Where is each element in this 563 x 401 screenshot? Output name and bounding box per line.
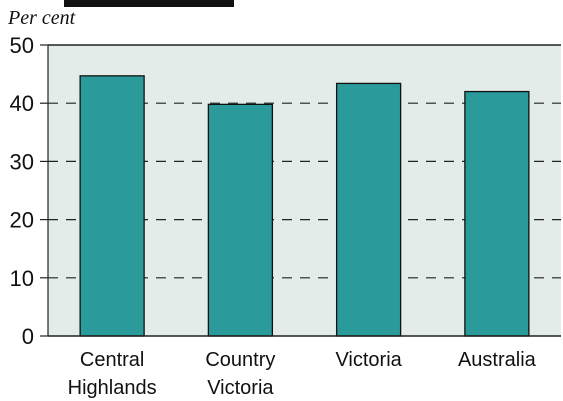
y-tick-label: 30 xyxy=(10,149,34,174)
bar-1 xyxy=(207,103,274,337)
x-axis-labels: Central Highlands Country Victoria Victoria A… xyxy=(68,349,537,399)
x-category-label: Victoria xyxy=(335,349,402,371)
bar-3 xyxy=(464,90,530,337)
y-tick-label: 10 xyxy=(10,266,34,291)
x-category-label: Country Victoria xyxy=(205,349,275,399)
gridlines xyxy=(48,44,561,279)
y-tick-label: 50 xyxy=(10,33,34,58)
y-axis-ticks: 0 10 20 30 40 50 xyxy=(10,33,48,349)
y-tick-label: 20 xyxy=(10,208,34,233)
bar-2 xyxy=(335,82,402,337)
y-unit-label: Per cent xyxy=(7,7,76,29)
y-tick-label: 40 xyxy=(10,91,34,116)
x-category-label: Australia xyxy=(458,349,537,371)
cropped-title-strip xyxy=(64,0,234,7)
bars xyxy=(79,75,530,337)
x-category-label: Central Highlands xyxy=(68,349,157,399)
bar-0 xyxy=(79,75,145,337)
y-tick-label: 0 xyxy=(22,324,34,349)
